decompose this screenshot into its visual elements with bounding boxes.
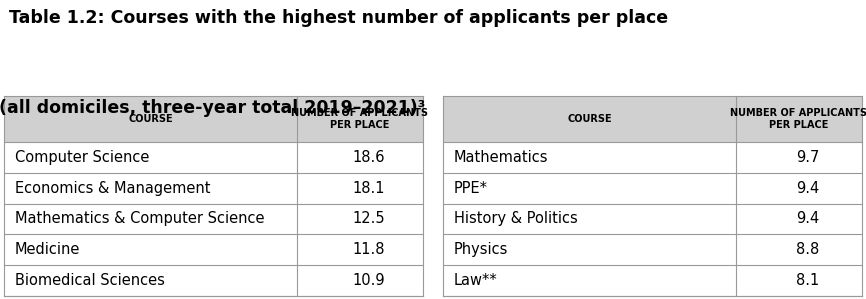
Text: Mathematics: Mathematics xyxy=(454,150,548,165)
Text: Economics & Management: Economics & Management xyxy=(15,181,210,196)
Text: COURSE: COURSE xyxy=(567,114,612,124)
Text: 9.4: 9.4 xyxy=(796,181,819,196)
Bar xyxy=(4,265,423,296)
Bar xyxy=(443,96,862,142)
Bar xyxy=(4,96,423,142)
Text: Computer Science: Computer Science xyxy=(15,150,149,165)
Text: Biomedical Sciences: Biomedical Sciences xyxy=(15,273,165,288)
Text: Mathematics & Computer Science: Mathematics & Computer Science xyxy=(15,211,264,226)
Text: Table 1.2: Courses with the highest number of applicants per place: Table 1.2: Courses with the highest numb… xyxy=(9,9,668,27)
Text: 18.6: 18.6 xyxy=(352,150,385,165)
Text: 18.1: 18.1 xyxy=(352,181,385,196)
Bar xyxy=(443,265,862,296)
Bar xyxy=(443,204,862,234)
Bar xyxy=(443,142,862,173)
Bar xyxy=(4,142,423,173)
Text: 8.8: 8.8 xyxy=(796,242,819,257)
Bar xyxy=(443,234,862,265)
Bar xyxy=(4,234,423,265)
Text: PPE*: PPE* xyxy=(454,181,488,196)
Text: COURSE: COURSE xyxy=(128,114,173,124)
Text: NUMBER OF APPLICANTS
PER PLACE: NUMBER OF APPLICANTS PER PLACE xyxy=(730,108,866,129)
Text: Medicine: Medicine xyxy=(15,242,80,257)
Text: 10.9: 10.9 xyxy=(352,273,385,288)
Text: 9.7: 9.7 xyxy=(796,150,819,165)
Text: Law**: Law** xyxy=(454,273,498,288)
Text: Physics: Physics xyxy=(454,242,508,257)
Text: 8.1: 8.1 xyxy=(796,273,819,288)
Bar xyxy=(4,204,423,234)
Text: 12.5: 12.5 xyxy=(352,211,385,226)
Text: 11.8: 11.8 xyxy=(352,242,385,257)
Bar xyxy=(443,173,862,204)
Text: (all domiciles, three-year total 2019–2021)³: (all domiciles, three-year total 2019–20… xyxy=(0,99,425,117)
Text: History & Politics: History & Politics xyxy=(454,211,578,226)
Bar xyxy=(4,173,423,204)
Text: 9.4: 9.4 xyxy=(796,211,819,226)
Text: NUMBER OF APPLICANTS
PER PLACE: NUMBER OF APPLICANTS PER PLACE xyxy=(291,108,429,129)
